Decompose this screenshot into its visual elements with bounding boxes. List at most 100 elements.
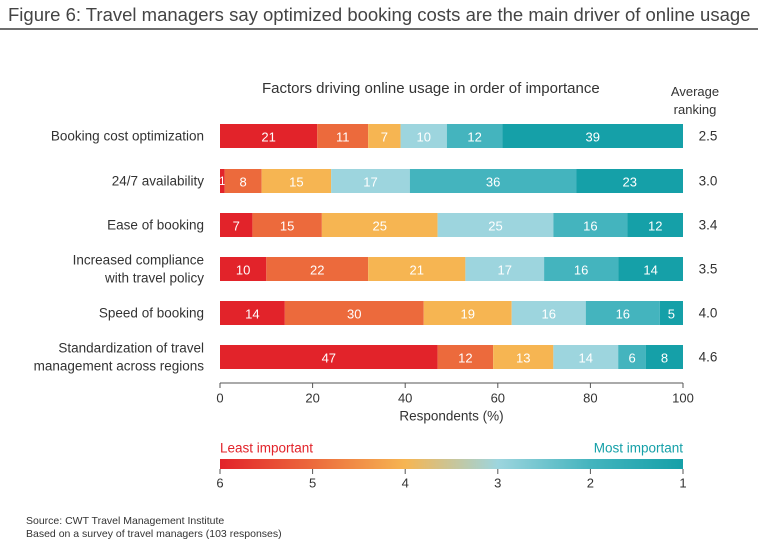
bar-segment: [511, 301, 586, 325]
segment-value-label: 47: [322, 351, 336, 366]
segment-value-label: 12: [458, 351, 472, 366]
bar-segment: [220, 301, 285, 325]
segment-value-label: 13: [516, 351, 530, 366]
bar-segment: [446, 124, 503, 148]
bar-segment: [627, 213, 683, 237]
segment-value-label: 16: [583, 219, 597, 234]
title-divider: [0, 28, 758, 30]
bar-segment: [368, 124, 401, 148]
segment-value-label: 8: [240, 175, 247, 190]
bar-segment: [576, 169, 683, 193]
bar-segment: [437, 345, 494, 369]
segment-value-label: 5: [668, 307, 675, 322]
legend-scale-label: 3: [494, 476, 501, 491]
category-label: Standardization of travel: [58, 341, 204, 356]
segment-value-label: 10: [416, 130, 430, 145]
x-tick-label: 0: [216, 391, 223, 406]
bar-segment: [553, 345, 619, 369]
average-ranking-value: 4.6: [699, 350, 718, 365]
importance-legend: Least important Most important 6 5 4 3 2 1: [216, 441, 686, 491]
segment-value-label: 25: [488, 219, 502, 234]
legend-scale-label: 6: [216, 476, 223, 491]
x-axis: 0 20 40 60 80 100 Respondents (%): [216, 382, 694, 424]
segment-value-label: 1: [219, 176, 225, 188]
bar-segment: [224, 169, 262, 193]
segment-value-label: 36: [486, 175, 500, 190]
segment-value-label: 16: [541, 307, 555, 322]
source-line-2: Based on a survey of travel managers (10…: [26, 528, 282, 540]
average-ranking-value: 4.0: [699, 306, 718, 321]
segment-value-label: 30: [347, 307, 361, 322]
x-axis-title: Respondents (%): [399, 409, 503, 424]
segment-value-label: 23: [623, 175, 637, 190]
bar-segment: [493, 345, 554, 369]
legend-least-important-label: Least important: [220, 441, 313, 456]
x-tick-label: 60: [491, 391, 505, 406]
bar-segment: [220, 345, 438, 369]
legend-scale-label: 1: [679, 476, 686, 491]
bar-segment: [368, 257, 466, 281]
category-label: management across regions: [34, 359, 205, 374]
segment-value-label: 15: [289, 175, 303, 190]
segment-value-label: 16: [574, 263, 588, 278]
bar-segment: [284, 301, 424, 325]
bar-segment: [659, 301, 683, 325]
segment-value-label: 21: [410, 263, 424, 278]
legend-scale-label: 2: [587, 476, 594, 491]
bar-segment: [502, 124, 683, 148]
average-ranking-value: 2.5: [699, 129, 718, 144]
segment-value-label: 22: [310, 263, 324, 278]
bar-segment: [252, 213, 322, 237]
segment-value-label: 11: [336, 130, 350, 145]
segment-value-label: 14: [643, 263, 657, 278]
bar-segment: [544, 257, 619, 281]
segment-value-label: 6: [628, 351, 635, 366]
segment-value-label: 12: [648, 219, 662, 234]
category-label: Speed of booking: [99, 306, 204, 321]
average-ranking-header-line-1: Average: [670, 84, 720, 99]
segment-value-label: 25: [373, 219, 387, 234]
bar-segment: [266, 257, 369, 281]
segment-value-label: 16: [616, 307, 630, 322]
average-ranking-value: 3.0: [699, 174, 718, 189]
segment-value-label: 17: [363, 175, 377, 190]
bar-segment: [220, 124, 318, 148]
segment-value-label: 14: [579, 351, 593, 366]
segment-value-label: 17: [498, 263, 512, 278]
bar-segment: [321, 213, 438, 237]
segment-value-label: 15: [280, 219, 294, 234]
x-tick-label: 100: [672, 391, 694, 406]
bar-segment: [331, 169, 410, 193]
segment-value-label: 12: [467, 130, 481, 145]
legend-most-important-label: Most important: [594, 441, 684, 456]
bar-segment: [400, 124, 447, 148]
average-ranking-header-line-2: ranking: [673, 102, 717, 117]
bar-segment: [465, 257, 545, 281]
source-note: Source: CWT Travel Management Institute …: [26, 515, 282, 541]
average-ranking-value: 3.4: [699, 218, 718, 233]
category-label: Ease of booking: [107, 218, 204, 233]
bar-segment: [423, 301, 512, 325]
bar-segment: [220, 257, 267, 281]
legend-scale-label: 4: [402, 476, 409, 491]
segment-value-label: 19: [460, 307, 474, 322]
segment-value-label: 10: [236, 263, 250, 278]
category-label: with travel policy: [104, 271, 204, 286]
average-ranking-header: Average ranking: [660, 83, 730, 119]
x-tick-label: 80: [583, 391, 597, 406]
figure-title: Figure 6: Travel managers say optimized …: [8, 4, 751, 25]
bar-segment: [437, 213, 554, 237]
category-label: 24/7 availability: [112, 174, 205, 189]
segment-value-label: 7: [233, 219, 240, 234]
legend-scale-label: 5: [309, 476, 316, 491]
x-tick-label: 40: [398, 391, 412, 406]
bar-segment: [220, 169, 225, 193]
category-label: Increased compliance: [73, 253, 204, 268]
x-tick-label: 20: [305, 391, 319, 406]
bar-segment: [585, 301, 660, 325]
segment-value-label: 21: [261, 130, 275, 145]
segment-value-label: 39: [585, 130, 599, 145]
chart-title: Factors driving online usage in order of…: [262, 80, 600, 97]
legend-color-scale: [220, 459, 683, 469]
